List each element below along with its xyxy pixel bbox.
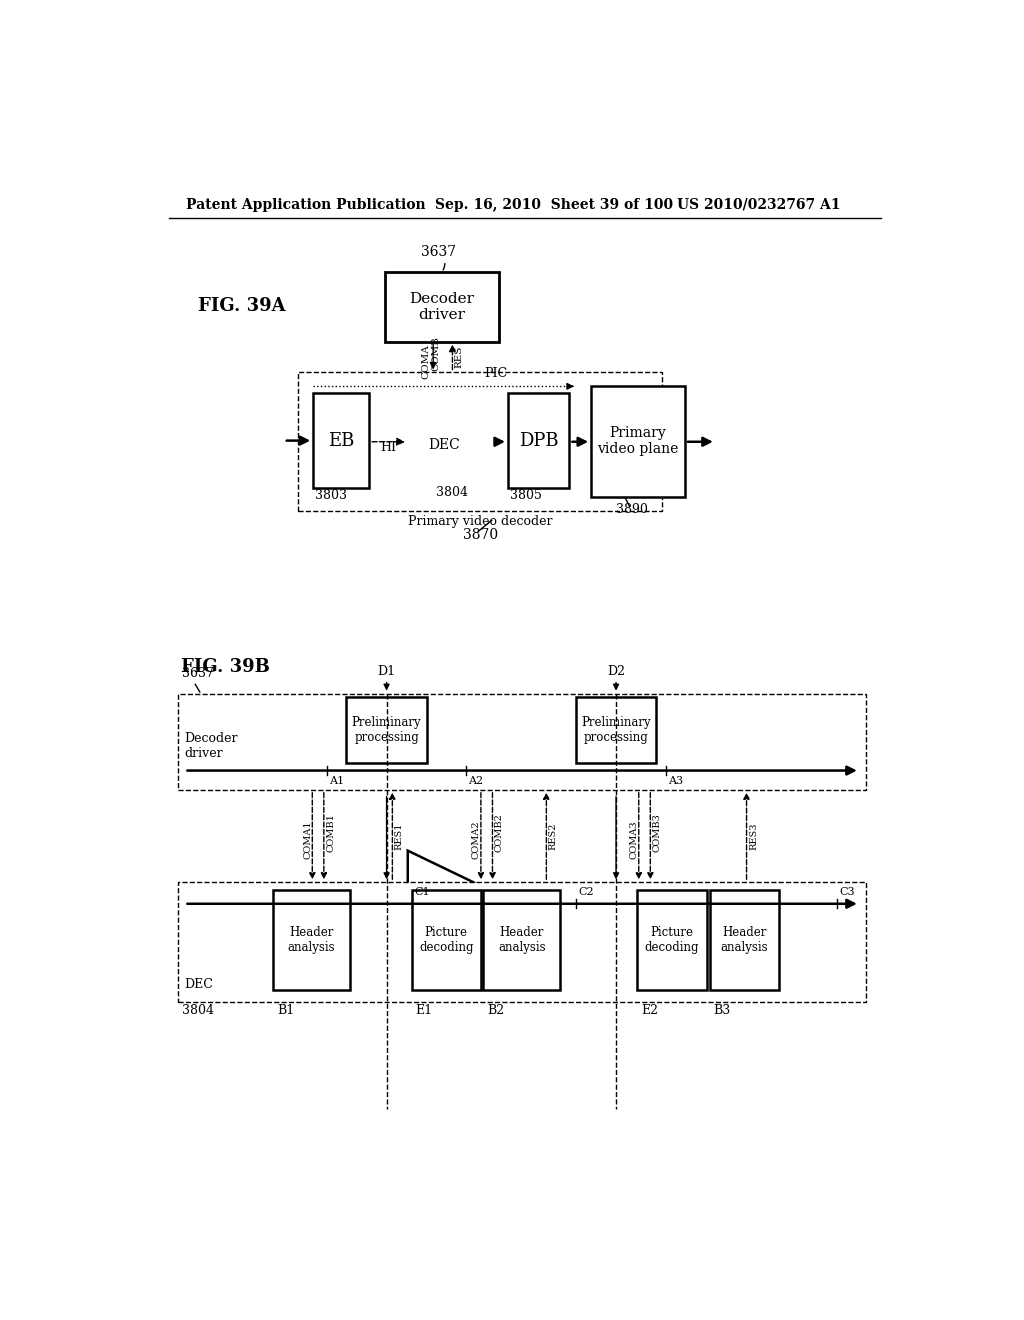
Text: Picture
decoding: Picture decoding: [419, 925, 473, 954]
Text: C1: C1: [414, 887, 429, 898]
Text: Preliminary
processing: Preliminary processing: [352, 717, 422, 744]
Text: Primary video decoder: Primary video decoder: [408, 515, 552, 528]
Text: COMB3: COMB3: [652, 813, 662, 851]
FancyBboxPatch shape: [412, 890, 481, 990]
FancyBboxPatch shape: [298, 372, 662, 511]
Text: 3870: 3870: [463, 528, 498, 541]
Text: 3637: 3637: [182, 667, 214, 680]
FancyBboxPatch shape: [385, 272, 499, 342]
FancyBboxPatch shape: [313, 393, 370, 488]
Text: 3804: 3804: [182, 1005, 214, 1016]
FancyBboxPatch shape: [483, 890, 560, 990]
Text: COMA2: COMA2: [472, 821, 481, 859]
Text: 3805: 3805: [510, 488, 542, 502]
Text: Primary
video plane: Primary video plane: [597, 426, 679, 457]
Text: HI: HI: [381, 441, 396, 454]
FancyBboxPatch shape: [508, 393, 569, 488]
Text: RES2: RES2: [549, 822, 558, 850]
FancyBboxPatch shape: [575, 697, 656, 763]
Text: A3: A3: [668, 776, 683, 785]
Text: Header
analysis: Header analysis: [498, 925, 546, 954]
Text: PIC: PIC: [484, 367, 508, 380]
Text: Header
analysis: Header analysis: [288, 925, 335, 954]
Text: B2: B2: [487, 1005, 504, 1016]
Text: COMA: COMA: [422, 345, 431, 379]
Text: RES: RES: [455, 346, 464, 368]
Text: 3803: 3803: [314, 488, 346, 502]
Text: EB: EB: [328, 432, 354, 450]
Text: Picture
decoding: Picture decoding: [645, 925, 699, 954]
Text: COMB2: COMB2: [495, 813, 504, 851]
Text: C3: C3: [840, 887, 855, 898]
FancyBboxPatch shape: [178, 882, 866, 1002]
Text: D2: D2: [607, 665, 625, 678]
Text: COMB1: COMB1: [327, 813, 335, 851]
Text: E1: E1: [416, 1005, 432, 1016]
Text: FIG. 39A: FIG. 39A: [199, 297, 286, 315]
FancyBboxPatch shape: [346, 697, 427, 763]
Text: DEC: DEC: [184, 978, 213, 991]
Text: Sep. 16, 2010  Sheet 39 of 100: Sep. 16, 2010 Sheet 39 of 100: [435, 198, 673, 211]
Text: Decoder
driver: Decoder driver: [410, 292, 474, 322]
Text: RES1: RES1: [395, 822, 403, 850]
Text: A2: A2: [468, 776, 483, 785]
Text: COMA1: COMA1: [303, 821, 312, 859]
FancyBboxPatch shape: [178, 693, 866, 789]
Text: US 2010/0232767 A1: US 2010/0232767 A1: [677, 198, 841, 211]
Text: B3: B3: [714, 1005, 731, 1016]
Text: D1: D1: [378, 665, 395, 678]
FancyBboxPatch shape: [591, 385, 685, 498]
Text: Preliminary
processing: Preliminary processing: [582, 717, 651, 744]
Text: FIG. 39B: FIG. 39B: [180, 657, 269, 676]
Text: E2: E2: [641, 1005, 658, 1016]
Text: A1: A1: [330, 776, 344, 785]
Text: C2: C2: [578, 887, 594, 898]
Text: DEC: DEC: [428, 438, 460, 451]
Text: 3637: 3637: [421, 246, 456, 259]
Text: 3804: 3804: [436, 487, 468, 499]
FancyBboxPatch shape: [273, 890, 350, 990]
Text: 3890: 3890: [615, 503, 647, 516]
FancyBboxPatch shape: [637, 890, 707, 990]
Text: RES3: RES3: [749, 822, 758, 850]
FancyBboxPatch shape: [710, 890, 779, 990]
Text: Patent Application Publication: Patent Application Publication: [186, 198, 426, 211]
Text: B1: B1: [276, 1005, 294, 1016]
Text: COMB: COMB: [432, 335, 440, 371]
Text: COMA3: COMA3: [630, 821, 639, 859]
Text: Header
analysis: Header analysis: [721, 925, 768, 954]
Text: DPB: DPB: [519, 432, 558, 450]
Text: Decoder
driver: Decoder driver: [184, 731, 238, 759]
